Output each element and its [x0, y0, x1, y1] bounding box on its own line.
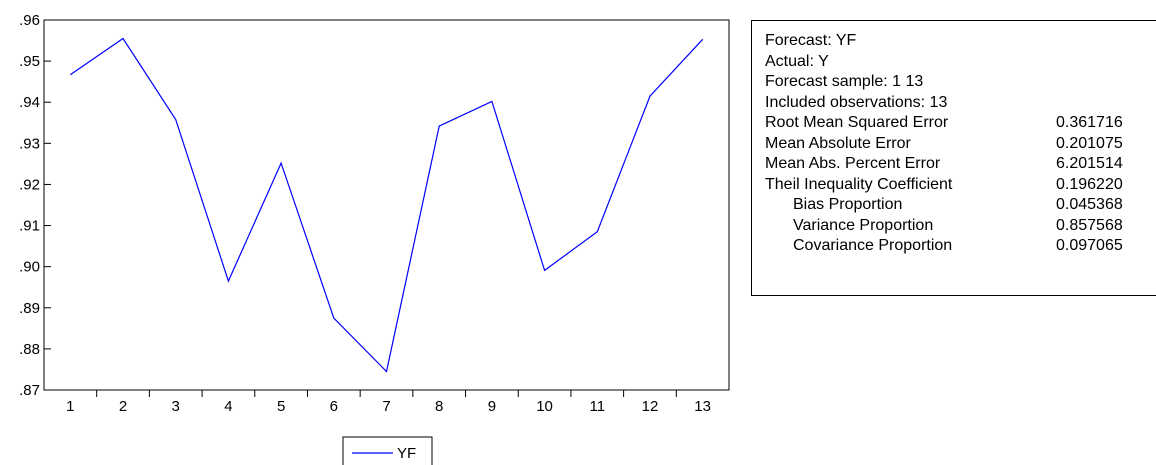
x-tick-label: 11	[589, 398, 605, 415]
y-tick-label: .88	[19, 341, 40, 358]
rmse-value: 0.361716	[1056, 114, 1123, 131]
series-line-yf	[69, 37, 704, 373]
mae-label: Mean Absolute Error	[765, 134, 911, 152]
series-layer	[69, 37, 704, 373]
mape-value: 6.201514	[1056, 155, 1123, 172]
actual-label: Actual: Y	[765, 52, 829, 70]
legend-box	[342, 436, 433, 465]
x-tick-label: 2	[119, 398, 127, 415]
stat-forecast: Forecast: YF	[765, 31, 1156, 52]
stat-bias: Bias Proportion 0.045368	[765, 195, 1156, 216]
stat-mae: Mean Absolute Error 0.201075	[765, 134, 1156, 155]
x-tick-label: 9	[488, 398, 496, 415]
plot-frame	[43, 19, 730, 391]
variance-label: Variance Proportion	[793, 216, 934, 234]
covariance-label: Covariance Proportion	[793, 237, 953, 254]
variance-value: 0.857568	[1056, 216, 1123, 234]
stat-mape: Mean Abs. Percent Error 6.201514	[765, 154, 1156, 175]
theil-label: Theil Inequality Coefficient	[765, 175, 953, 193]
y-tick-label: .92	[19, 176, 40, 193]
stat-actual: Actual: Y	[765, 52, 1156, 73]
x-axis: 1 2 3 4 5 6 7 8 9 10 11 12 13	[66, 390, 711, 415]
legend: YF	[342, 436, 433, 465]
y-tick-label: .95	[19, 53, 40, 70]
y-tick-label: .90	[19, 259, 40, 276]
theil-value: 0.196220	[1056, 175, 1123, 193]
x-tick-label: 3	[172, 398, 180, 415]
x-tick-label: 8	[435, 398, 443, 415]
y-axis: .96 .95 .94 .93 .92 .91 .90 .89 .88 .87	[19, 12, 51, 399]
stat-sample: Forecast sample: 1 13	[765, 72, 1156, 93]
y-tick-label: .94	[19, 94, 40, 111]
y-tick-label: .89	[19, 300, 40, 317]
x-tick-label: 4	[224, 398, 232, 415]
legend-label-yf: YF	[397, 445, 416, 462]
stat-covariance: Covariance Proportion 0.097065	[765, 236, 1156, 257]
x-tick-label: 5	[277, 398, 285, 415]
forecast-label: Forecast: YF	[765, 32, 857, 49]
stat-variance: Variance Proportion 0.857568	[765, 216, 1156, 237]
stat-rmse: Root Mean Squared Error 0.361716	[765, 113, 1156, 134]
covariance-value: 0.097065	[1056, 237, 1123, 254]
x-tick-label: 12	[642, 398, 659, 415]
y-tick-label: .96	[19, 12, 40, 29]
rmse-label: Root Mean Squared Error	[765, 114, 949, 131]
stat-observations: Included observations: 13	[765, 93, 1156, 114]
y-tick-label: .93	[19, 135, 40, 152]
bias-value: 0.045368	[1056, 196, 1123, 213]
x-tick-label: 1	[66, 398, 74, 415]
y-tick-label: .91	[19, 218, 40, 235]
forecast-stats-panel: Forecast: YF Actual: Y Forecast sample: …	[751, 20, 1156, 296]
bias-label: Bias Proportion	[793, 196, 903, 213]
stat-theil: Theil Inequality Coefficient 0.196220	[765, 175, 1156, 196]
x-tick-label: 13	[694, 398, 711, 415]
x-tick-label: 6	[330, 398, 338, 415]
sample-label: Forecast sample: 1 13	[765, 73, 924, 90]
x-tick-label: 7	[382, 398, 390, 415]
observations-label: Included observations: 13	[765, 93, 948, 111]
x-tick-label: 10	[536, 398, 553, 415]
mae-value: 0.201075	[1056, 134, 1123, 152]
mape-label: Mean Abs. Percent Error	[765, 155, 941, 172]
y-tick-label: .87	[19, 382, 40, 399]
